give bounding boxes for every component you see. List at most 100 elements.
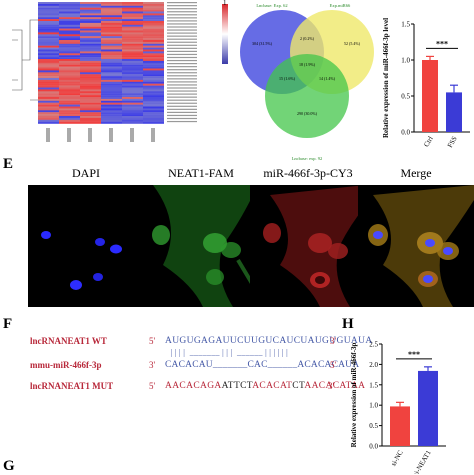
heatmap-cell: [59, 24, 80, 27]
heatmap-row-label: [167, 23, 197, 25]
image-neat1-fam: [143, 185, 259, 307]
header-neat1-fam: NEAT1-FAM: [168, 166, 234, 180]
heatmap-cell: [59, 104, 80, 107]
heatmap-cell: [122, 17, 143, 20]
heatmap-cell: [80, 95, 101, 98]
heatmap-cell: [101, 21, 122, 24]
heatmap-cell: [143, 119, 164, 122]
seq-wt-3prime: 3': [330, 336, 337, 346]
seq-mut-part-2: ATTCT: [221, 381, 253, 391]
heatmap-row-label: [167, 72, 197, 74]
heatmap-cell: [143, 34, 164, 37]
venn-region-ab: 2 (0.2%): [300, 36, 315, 41]
heatmap-cell: [38, 102, 59, 105]
heatmap-cell: [59, 41, 80, 44]
heatmap-cell: [143, 59, 164, 62]
heatmap-cell: [38, 24, 59, 27]
heatmap-row-label: [167, 32, 197, 34]
heatmap-cell: [101, 76, 122, 79]
heatmap-cell: [101, 64, 122, 67]
heatmap-cell: [59, 70, 80, 73]
heatmap-cell: [80, 3, 101, 6]
x-tick-label: FSS: [446, 135, 459, 149]
heatmap-cell: [122, 53, 143, 56]
heatmap-cell: [143, 95, 164, 98]
heatmap-cell: [38, 36, 59, 39]
heatmap-cell: [101, 114, 122, 117]
heatmap-cell: [101, 112, 122, 115]
heatmap-cell: [122, 116, 143, 119]
heatmap-cell: [101, 49, 122, 52]
heatmap-cell: [101, 17, 122, 20]
heatmap-cell: [59, 53, 80, 56]
heatmap-cell: [101, 30, 122, 33]
heatmap-cell: [101, 15, 122, 18]
heatmap-cell: [143, 3, 164, 6]
heatmap-cell: [122, 26, 143, 29]
heatmap-cell: [59, 11, 80, 14]
heatmap-row-label: [167, 111, 197, 113]
heatmap-cell: [38, 57, 59, 60]
heatmap-cell: [143, 13, 164, 16]
heatmap-cell: [101, 121, 122, 124]
heatmap-cell: [122, 24, 143, 27]
heatmap-cell: [143, 19, 164, 22]
heatmap-cell: [122, 7, 143, 10]
heatmap-cell: [38, 15, 59, 18]
bar-chart-neat1: 0.0 0.5 1.0 1.5 2.0 2.5 si-NC si-NEAT1 *** Relati…: [350, 341, 446, 474]
heatmap-cell: [101, 32, 122, 35]
heatmap-cell: [59, 91, 80, 94]
heatmap-row-label: [167, 93, 197, 95]
heatmap-cell: [101, 79, 122, 82]
heatmap-cell: [80, 119, 101, 122]
heatmap-cell: [59, 3, 80, 6]
heatmap-cell: [59, 5, 80, 8]
heatmap-cell: [59, 51, 80, 54]
heatmap-cell: [38, 21, 59, 24]
heatmap-cell: [122, 72, 143, 75]
heatmap-cell: [38, 95, 59, 98]
heatmap-cell: [38, 104, 59, 107]
heatmap-row-label: [167, 108, 197, 110]
heatmap-cell: [38, 22, 59, 25]
heatmap-cell: [122, 79, 143, 82]
heatmap-cell: [122, 5, 143, 8]
heatmap-cell: [101, 116, 122, 119]
heatmap-cell: [143, 102, 164, 105]
heatmap-cell: [59, 95, 80, 98]
heatmap-cell: [80, 100, 101, 103]
heatmap-cell: [122, 114, 143, 117]
heatmap-cell: [80, 41, 101, 44]
heatmap-cell: [59, 40, 80, 43]
heatmap-cell: [38, 40, 59, 43]
heatmap-cell: [38, 59, 59, 62]
heatmap-cell: [101, 7, 122, 10]
heatmap-cell: [143, 72, 164, 75]
heatmap-cell: [80, 17, 101, 20]
heatmap-cell: [143, 51, 164, 54]
heatmap-cell: [59, 74, 80, 77]
heatmap-cell: [143, 36, 164, 39]
heatmap-cell: [143, 74, 164, 77]
heatmap-cell: [38, 19, 59, 22]
heatmap-cell: [59, 106, 80, 109]
heatmap-cell: [122, 85, 143, 88]
bar: [418, 370, 438, 446]
heatmap-row-label: [167, 99, 197, 101]
seq-mut-part-3: ACACAT: [252, 381, 293, 391]
heatmap-cell: [122, 28, 143, 31]
heatmap-row-label: [167, 17, 197, 19]
heatmap-cell: [38, 81, 59, 84]
heatmap-cell: [38, 13, 59, 16]
heatmap-cell: [59, 36, 80, 39]
venn-region-only-c: 290 (30.0%): [297, 111, 318, 116]
image-mir466f-cy3: [250, 185, 366, 307]
seq-mut-part-5: AACACATAA: [304, 381, 366, 391]
heatmap-cell: [101, 83, 122, 86]
heatmap-cell: [80, 53, 101, 56]
y-tick-label: 1.0: [369, 402, 378, 410]
heatmap-cell: [122, 21, 143, 24]
heatmap-cell: [143, 43, 164, 46]
heatmap-cell: [122, 66, 143, 69]
heatmap-cell: [122, 100, 143, 103]
